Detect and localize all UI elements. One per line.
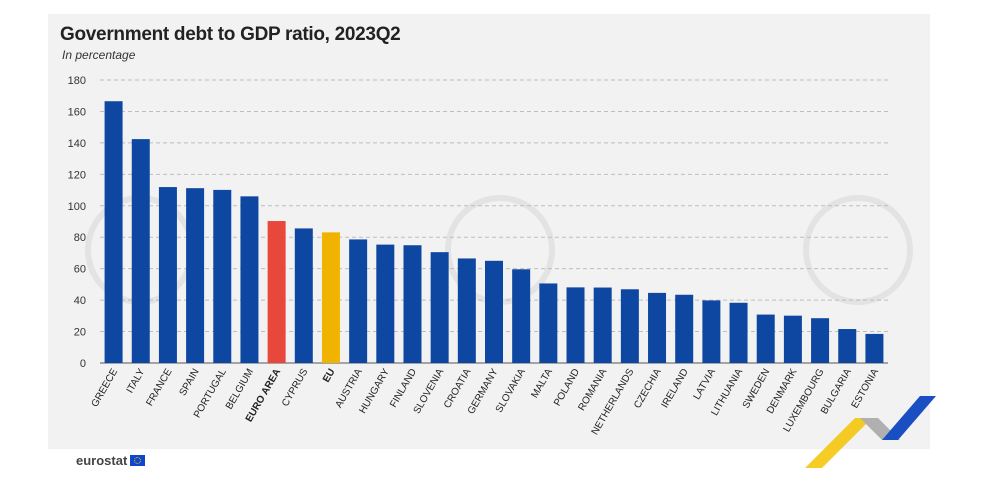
bar-greece bbox=[104, 101, 123, 363]
eurostat-logo-text: eurostat bbox=[76, 453, 128, 468]
bar-ireland bbox=[675, 294, 694, 363]
bar-slovakia bbox=[512, 269, 531, 363]
bar-sweden bbox=[756, 314, 775, 363]
bar-cyprus bbox=[294, 228, 313, 363]
blue-stripe-icon bbox=[882, 396, 936, 440]
bar-estonia bbox=[865, 333, 884, 363]
bar-germany bbox=[485, 260, 503, 363]
bar-portugal bbox=[213, 189, 232, 363]
bar-luxembourg bbox=[811, 318, 830, 363]
bar-italy bbox=[131, 139, 150, 363]
y-tick-label: 140 bbox=[68, 138, 86, 150]
y-tick-label: 40 bbox=[74, 295, 86, 307]
bar-malta bbox=[539, 283, 558, 363]
bar-latvia bbox=[702, 300, 721, 363]
bar-romania bbox=[593, 287, 612, 363]
bar-eu bbox=[321, 232, 340, 363]
bar-belgium bbox=[240, 196, 259, 363]
bar-poland bbox=[566, 287, 585, 363]
bar-france bbox=[158, 187, 177, 363]
bar-slovenia bbox=[430, 252, 449, 363]
y-tick-label: 120 bbox=[68, 169, 86, 181]
y-tick-label: 180 bbox=[68, 75, 86, 87]
bar-croatia bbox=[457, 258, 476, 363]
chart-subtitle: In percentage bbox=[62, 48, 136, 62]
y-tick-label: 80 bbox=[74, 232, 86, 244]
eu-flag-icon bbox=[130, 455, 146, 466]
bar-finland bbox=[403, 245, 422, 363]
bar-denmark bbox=[783, 315, 802, 363]
bar-spain bbox=[186, 188, 205, 363]
chart-title: Government debt to GDP ratio, 2023Q2 bbox=[60, 24, 401, 45]
y-tick-label: 60 bbox=[74, 264, 86, 276]
y-tick-label: 20 bbox=[74, 327, 86, 339]
y-axis-ticks: 0 20 40 60 80 100 120 140 160 180 bbox=[68, 75, 86, 370]
bar-lithuania bbox=[729, 302, 748, 363]
bar-czechia bbox=[648, 292, 667, 363]
bar-austria bbox=[349, 239, 368, 363]
eurostat-logo: eurostat bbox=[76, 453, 146, 468]
bar-hungary bbox=[376, 244, 395, 363]
y-tick-label: 0 bbox=[80, 358, 86, 370]
bar-netherlands bbox=[620, 289, 639, 363]
yellow-stripe-icon bbox=[805, 418, 872, 468]
y-tick-label: 100 bbox=[68, 201, 86, 213]
bar-euro-area bbox=[267, 221, 286, 363]
y-tick-label: 160 bbox=[68, 106, 86, 118]
bars bbox=[104, 101, 884, 363]
bar-bulgaria bbox=[838, 329, 857, 363]
